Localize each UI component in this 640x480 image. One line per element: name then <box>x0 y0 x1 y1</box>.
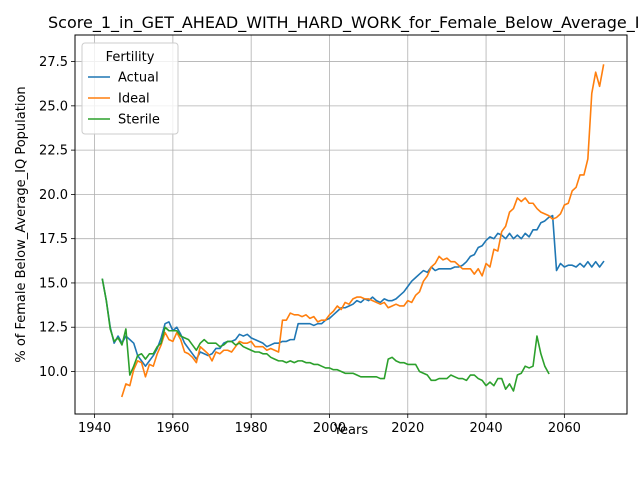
y-tick-label: 27.5 <box>39 55 68 70</box>
legend-entries: Actual Ideal Sterile <box>88 71 160 128</box>
x-tick-label: 1960 <box>156 421 189 436</box>
series-line-actual <box>101 214 605 367</box>
series-line-ideal <box>120 64 605 398</box>
x-axis-label: Years <box>333 423 369 438</box>
legend-box <box>81 42 179 135</box>
y-tick-label: 17.5 <box>39 232 68 247</box>
y-tick-label: 12.5 <box>39 321 68 336</box>
x-tick-label: 1980 <box>235 421 268 436</box>
y-axis-label: % of Female Below_Average_IQ Population <box>14 86 29 362</box>
legend-label: Sterile <box>118 113 160 128</box>
chart-title: Score_1_in_GET_AHEAD_WITH_HARD_WORK_for_… <box>48 13 640 33</box>
y-grid <box>75 61 627 372</box>
y-tick-label: 25.0 <box>39 99 68 114</box>
y-tick-label: 10.0 <box>39 365 68 380</box>
x-tick-label: 2040 <box>470 421 503 436</box>
series-line-sterile <box>101 278 550 392</box>
legend-label: Ideal <box>118 92 150 107</box>
y-tick-label: 22.5 <box>39 144 68 159</box>
y-tick-label: 20.0 <box>39 188 68 203</box>
legend: Fertility Actual Ideal Sterile <box>81 42 179 135</box>
y-axis-ticks: 10.0 12.5 15.0 17.5 20.0 22.5 25.0 27.5 <box>39 55 75 380</box>
plot-frame <box>74 34 628 415</box>
x-tick-label: 2020 <box>391 421 424 436</box>
x-tick-label: 2060 <box>548 421 581 436</box>
legend-title: Fertility <box>106 50 155 65</box>
x-tick-label: 1940 <box>78 421 111 436</box>
legend-label: Actual <box>118 71 159 86</box>
series-lines <box>101 64 605 398</box>
x-tick-label: 2000 <box>313 421 346 436</box>
x-axis-ticks: 1940 1960 1980 2000 2020 2040 2060 <box>78 414 581 436</box>
y-tick-label: 15.0 <box>39 276 68 291</box>
